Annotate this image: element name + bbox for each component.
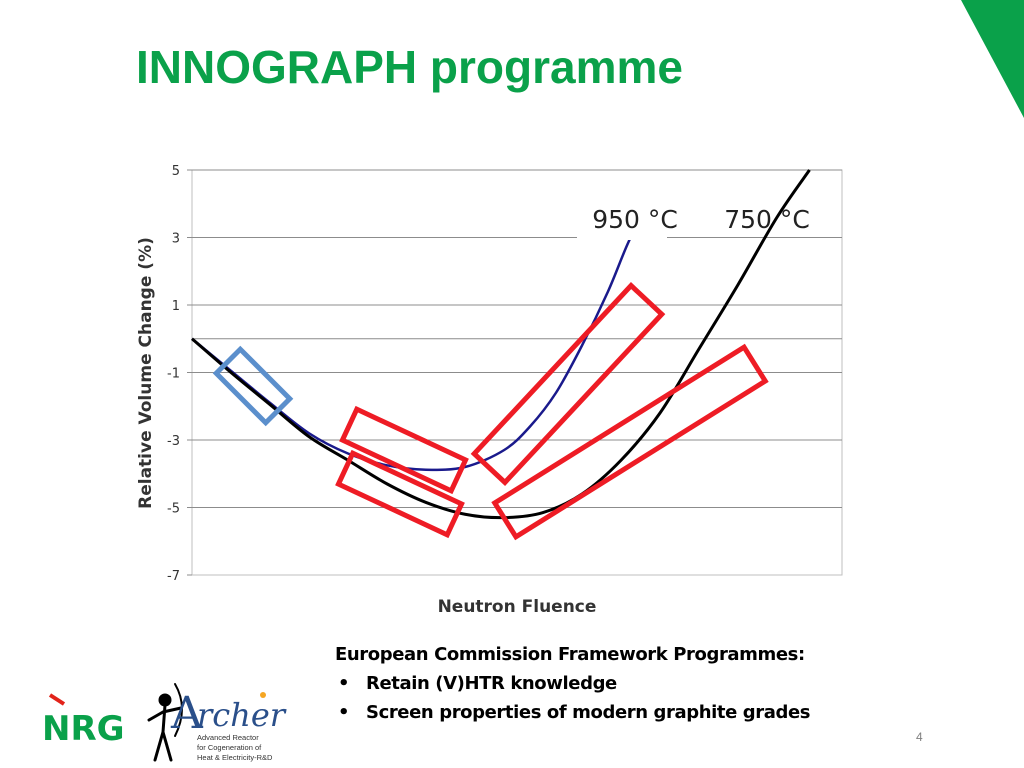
y-tick-label: 1	[172, 299, 180, 314]
y-tick-label: -7	[167, 569, 180, 584]
archer-star-icon	[260, 692, 266, 698]
y-tick-labels: 5 3 1 -1 -3 -5 -7	[167, 164, 180, 584]
bullet-item: Screen properties of modern graphite gra…	[335, 702, 895, 723]
highlight-box-red-3	[470, 282, 666, 486]
programmes-heading: European Commission Framework Programmes…	[335, 644, 805, 665]
highlight-boxes	[212, 282, 769, 541]
x-axis-label: Neutron Fluence	[438, 597, 597, 617]
highlight-box-red-4	[491, 343, 769, 541]
archer-logo-line3: Heat & Electricity-R&D	[197, 753, 273, 762]
archer-logo-line1: Advanced Reactor	[197, 733, 259, 742]
slide-title: INNOGRAPH programme	[136, 41, 683, 93]
highlight-box-red-2	[335, 449, 465, 539]
page-number: 4	[916, 730, 923, 744]
y-tick-label: -3	[167, 434, 180, 449]
series-label-950: 950 °C	[592, 205, 678, 234]
series-line-950	[191, 203, 649, 472]
chart-svg: 5 3 1 -1 -3 -5 -7 Relative Volume Change (%) N…	[136, 164, 843, 617]
archer-figure-icon	[147, 683, 183, 762]
y-tick-label: 5	[172, 164, 180, 179]
series-line-750	[191, 169, 811, 520]
bullet-list: Retain (V)HTR knowledge Screen propertie…	[335, 673, 895, 723]
y-tick-label: -5	[167, 502, 180, 517]
archer-logo-line2: for Cogeneration of	[197, 743, 262, 752]
label-950-background	[577, 200, 667, 240]
corner-accent	[961, 0, 1024, 118]
highlight-box-red-1	[339, 405, 469, 495]
series-lines	[191, 169, 811, 520]
bullet-item: Retain (V)HTR knowledge	[335, 673, 895, 694]
nrg-logo: NRG	[42, 693, 125, 749]
svg-text:A: A	[170, 688, 204, 739]
archer-logo-name: rcher	[197, 696, 287, 734]
programme-text-block: European Commission Framework Programmes…	[335, 644, 895, 731]
y-tick-label: -1	[167, 367, 180, 382]
highlight-box-blue	[212, 345, 294, 427]
archer-logo: A rcher Advanced Reactor for Cogeneratio…	[141, 680, 289, 766]
nrg-logo-text: NRG	[42, 709, 125, 749]
y-axis-label: Relative Volume Change (%)	[136, 237, 156, 509]
series-label-750: 750 °C	[724, 205, 810, 234]
y-tick-label: 3	[172, 232, 180, 247]
volume-change-chart: 5 3 1 -1 -3 -5 -7 Relative Volume Change (%) N…	[125, 150, 855, 630]
